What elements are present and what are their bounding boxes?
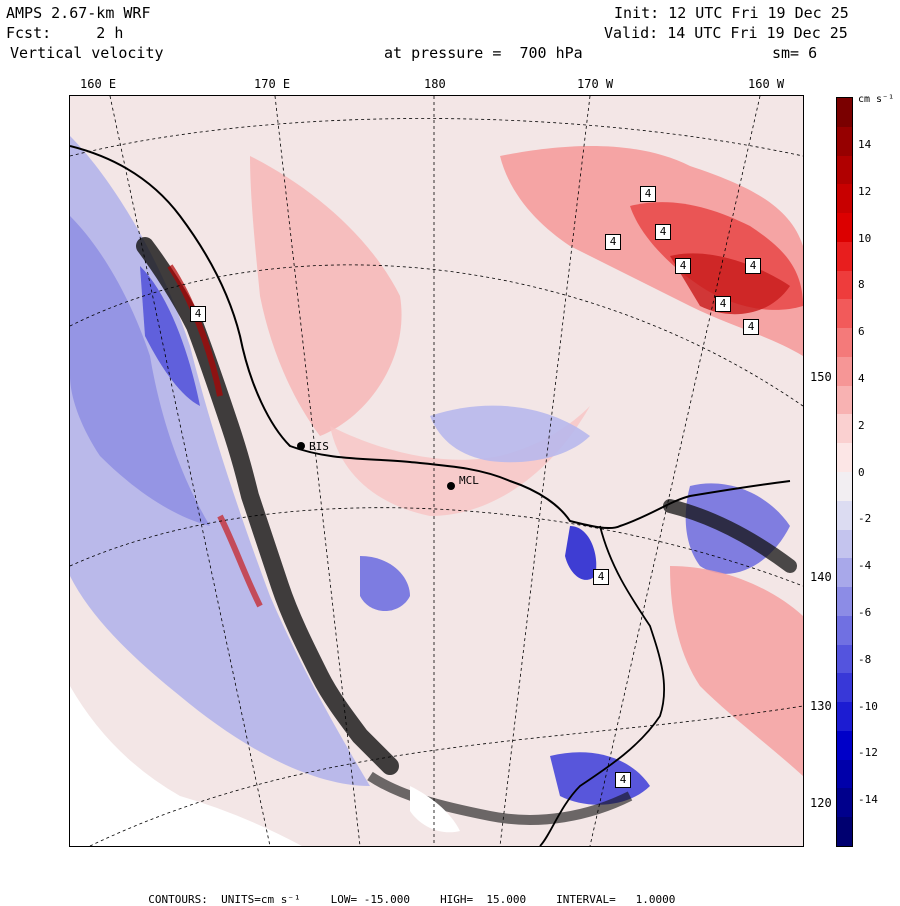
- lon-label: 170 W: [577, 77, 614, 91]
- colorbar-segment: [837, 299, 852, 329]
- smoothing-value: sm= 6: [772, 44, 818, 62]
- colorbar-segment: [837, 155, 852, 185]
- high-label: 4: [743, 319, 759, 335]
- colorbar-segment: [837, 328, 852, 358]
- colorbar-segment: [837, 730, 852, 761]
- station-marker: [297, 442, 305, 450]
- colorbar-tick-label: 0: [858, 465, 865, 479]
- mountain-contours: [136, 237, 399, 775]
- variable-name: Vertical velocity: [10, 44, 164, 62]
- colorbar-tick-label: -6: [858, 606, 872, 619]
- colorbar-tick-label: -10: [858, 699, 878, 713]
- high-label: 4: [640, 186, 656, 202]
- forecast-hour: Fcst: 2 h: [6, 24, 124, 42]
- colorbar-segment: [837, 98, 852, 128]
- mountain-contours: [217, 514, 263, 608]
- colorbar-segment: [837, 500, 852, 531]
- blue-region: [70, 216, 210, 526]
- colorbar-segment: [837, 587, 852, 617]
- lon-label: 170 E: [254, 77, 291, 91]
- red-region: [670, 253, 790, 315]
- colorbar-segment: [837, 126, 852, 157]
- colorbar-units: cm s⁻¹: [858, 94, 895, 105]
- colorbar-tick-label: 6: [858, 325, 865, 339]
- red-region: [330, 406, 590, 516]
- colorbar-tick-label: 8: [858, 278, 865, 292]
- colorbar-tick-label: -4: [858, 559, 872, 573]
- high-label: 4: [615, 772, 631, 788]
- mountain-contours: [663, 499, 797, 573]
- high-label: 4: [593, 569, 609, 585]
- high-label: 4: [715, 296, 731, 312]
- lon-label: 160 W: [748, 77, 785, 91]
- colorbar-tick-label: -2: [858, 512, 872, 526]
- colorbar-segment: [837, 356, 852, 387]
- colorbar-tick-label: 14: [858, 138, 872, 151]
- valid-time: Valid: 14 UTC Fri 19 Dec 25: [604, 24, 848, 42]
- colorbar-tick-label: -14: [858, 793, 878, 807]
- colorbar-segment: [837, 213, 852, 243]
- color-scale-bar: [836, 97, 853, 847]
- lon-label: 160 E: [80, 77, 117, 91]
- colorbar-segment: [837, 558, 852, 588]
- colorbar-segment: [837, 472, 852, 502]
- blue-region: [140, 266, 200, 406]
- graticule: [70, 96, 803, 846]
- pressure-level: at pressure = 700 hPa: [384, 44, 583, 62]
- blue-region: [360, 556, 410, 611]
- high-label: 4: [745, 258, 761, 274]
- blue-region: [430, 405, 590, 463]
- colorbar-segment: [837, 788, 852, 818]
- colorbar-tick-label: 10: [858, 231, 872, 245]
- colorbar-segment: [837, 644, 852, 674]
- colorbar-tick-label: -12: [858, 746, 878, 760]
- init-time: Init: 12 UTC Fri 19 Dec 25: [614, 4, 849, 22]
- coastline: [70, 145, 791, 530]
- vertical-velocity-map: BIS MCL 4 4 4 4 4 4 4 4 4 4: [69, 95, 804, 847]
- colorbar-segment: [837, 673, 852, 703]
- lon-label: 180: [424, 77, 446, 91]
- coastline: [539, 525, 666, 846]
- red-region: [250, 156, 402, 436]
- colorbar-segment: [837, 184, 852, 214]
- colorbar-tick-label: 12: [858, 184, 872, 198]
- station-label: BIS: [309, 440, 329, 453]
- colorbar-tick-label: 2: [858, 418, 865, 432]
- colorbar-tick-label: 4: [858, 372, 865, 385]
- contour-info: CONTOURS: UNITS=cm s⁻¹ LOW= -15.000 HIGH= …: [135, 880, 705, 906]
- high-label: 4: [605, 234, 621, 250]
- colorbar-segment: [837, 615, 852, 646]
- map-canvas: BIS MCL: [70, 96, 803, 846]
- colorbar-segment: [837, 529, 852, 559]
- colorbar-segment: [837, 759, 852, 789]
- blue-region: [565, 526, 597, 580]
- colorbar-segment: [837, 270, 852, 300]
- mountain-contours: [167, 264, 223, 397]
- colorbar-tick-label: -8: [858, 652, 872, 666]
- high-label: 4: [655, 224, 671, 240]
- colorbar-segment: [837, 385, 852, 415]
- red-region: [670, 566, 803, 776]
- colorbar-segment: [837, 414, 852, 444]
- colorbar-segment: [837, 241, 852, 272]
- colorbar-segment: [837, 443, 852, 473]
- high-label: 4: [675, 258, 691, 274]
- mountain-contours: [367, 771, 633, 825]
- model-title: AMPS 2.67-km WRF: [6, 4, 151, 22]
- colorbar-segment: [837, 702, 852, 732]
- high-label: 4: [190, 306, 206, 322]
- station-marker: [447, 482, 455, 490]
- missing-data: [410, 786, 460, 833]
- outside-domain: [70, 686, 302, 846]
- station-label: MCL: [459, 474, 479, 487]
- colorbar-segment: [837, 817, 852, 847]
